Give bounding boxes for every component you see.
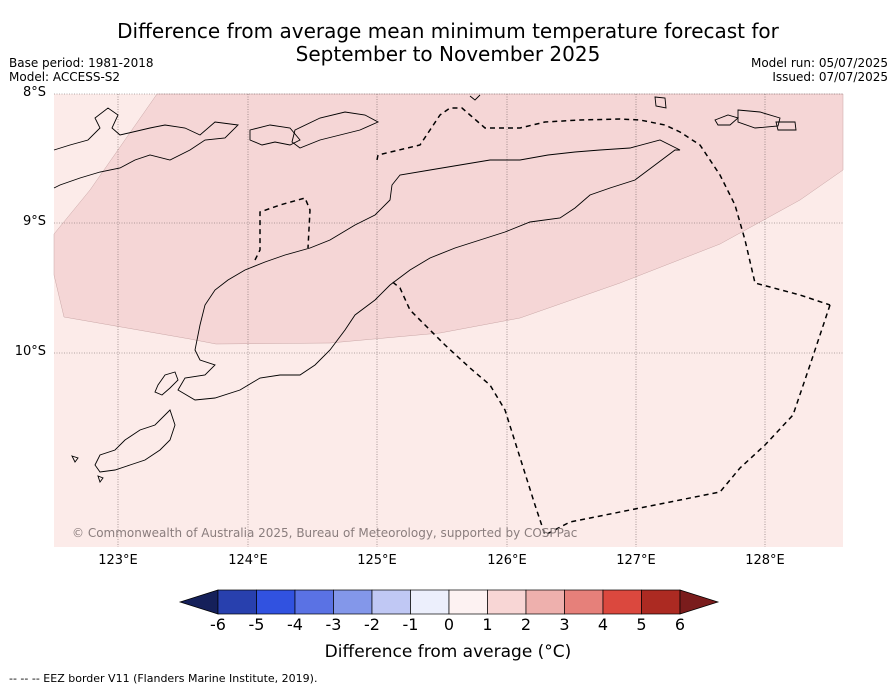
colorbar-tick-label: 0 [443, 615, 455, 634]
coast-leti [714, 109, 797, 131]
colorbar-tick-label: 3 [559, 615, 570, 634]
lon-label: 126°E [487, 553, 527, 568]
map-title: Difference from average mean minimum tem… [0, 20, 896, 66]
colorbar-tick-label: -4 [287, 615, 303, 634]
meta-right: Model run: 05/07/2025 Issued: 07/07/2025 [751, 56, 888, 84]
copyright-notice: © Commonwealth of Australia 2025, Bureau… [72, 526, 578, 540]
lon-label: 123°E [98, 553, 138, 568]
eez-note: -- -- -- EEZ border V11 (Flanders Marine… [9, 672, 318, 685]
coast-kisar [654, 96, 667, 109]
coast-ndao [71, 455, 104, 483]
colorbar-tick-label: 5 [636, 615, 647, 634]
colorbar-box [525, 589, 565, 615]
meta-left: Base period: 1981-2018 Model: ACCESS-S2 [9, 56, 154, 84]
coast-rote [94, 409, 176, 473]
colorbar-box [564, 589, 604, 615]
colorbar-box [487, 589, 527, 615]
lon-label: 127°E [616, 553, 656, 568]
colorbar-box [294, 589, 334, 615]
colorbar-tick-label: -5 [248, 615, 265, 634]
coast-timor [177, 139, 681, 401]
colorbar-extend-max [679, 589, 720, 615]
lon-label: 124°E [228, 553, 268, 568]
colorbar-extend-min [178, 589, 219, 615]
eez-border-north [376, 107, 831, 306]
issued-date: Issued: 07/07/2025 [772, 70, 888, 84]
model-name: Model: ACCESS-S2 [9, 70, 121, 84]
title-line-2: September to November 2025 [295, 42, 601, 66]
colorbar-box [333, 589, 373, 615]
colorbar-label: Difference from average (°C) [324, 642, 572, 662]
colorbar-box [602, 589, 642, 615]
colorbar-boxes [217, 589, 681, 615]
lon-label: 125°E [357, 553, 397, 568]
colorbar-box [256, 589, 296, 615]
colorbar [178, 589, 720, 615]
lat-label: 9°S [22, 214, 46, 229]
colorbar-tick-label: -2 [364, 615, 380, 634]
lon-label: 128°E [745, 553, 785, 568]
colorbar-tick-label: 6 [674, 615, 686, 634]
colorbar-box [448, 589, 488, 615]
eez-border-oecusse [254, 197, 311, 261]
base-period: Base period: 1981-2018 [9, 56, 154, 70]
lat-label: 10°S [14, 344, 46, 359]
model-run: Model run: 05/07/2025 [750, 56, 888, 70]
title-line-1: Difference from average mean minimum tem… [117, 19, 779, 43]
anomaly-region-1-2 [53, 93, 844, 345]
lat-label: 8°S [22, 85, 46, 100]
eez-borders [254, 107, 831, 537]
coast-atauro [469, 94, 481, 101]
coastlines [53, 94, 797, 483]
colorbar-tick-label: -1 [402, 615, 419, 634]
coast-wetar [291, 111, 380, 149]
colorbar-tick-label: 2 [520, 615, 532, 634]
coast-semau [154, 371, 179, 396]
colorbar-box [410, 589, 450, 615]
colorbar-tick-label: -3 [325, 615, 342, 634]
colorbar-tick-label: 4 [597, 615, 609, 634]
colorbar-tick-label: -6 [210, 615, 226, 634]
eez-border-south [389, 279, 831, 537]
gridlines [54, 93, 843, 547]
colorbar-box [641, 589, 681, 615]
colorbar-box [371, 589, 411, 615]
coast-flores-alor [53, 107, 239, 189]
colorbar-box [217, 589, 257, 615]
colorbar-tick-label: 1 [482, 615, 493, 634]
coast-alor [249, 124, 301, 146]
